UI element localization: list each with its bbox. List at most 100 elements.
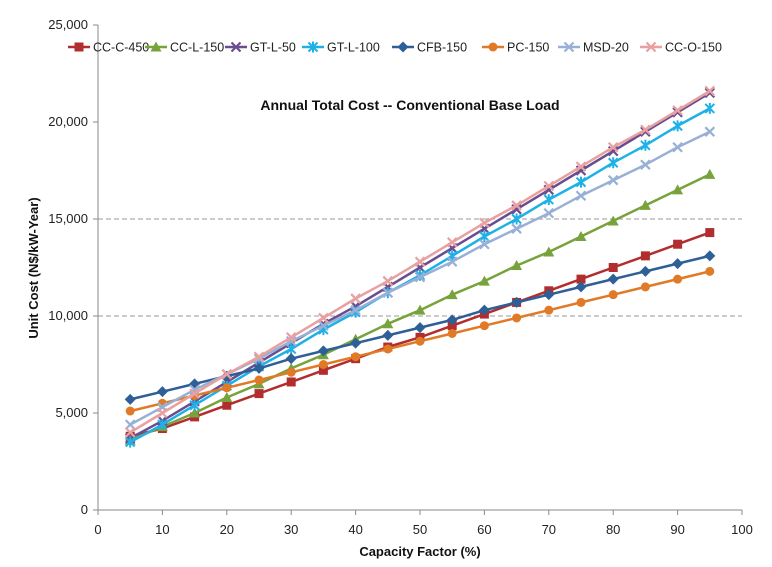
data-point [414,304,426,315]
data-point [511,296,523,308]
x-tick-label: 40 [348,522,362,537]
data-point [189,407,201,418]
data-point [639,199,651,210]
legend-swatch-marker [150,41,162,52]
data-point [286,367,296,377]
x-axis-title: Capacity Factor (%) [359,544,480,559]
data-point [640,159,651,170]
x-tick-label: 30 [284,522,298,537]
data-point [607,273,619,285]
legend-item-cc-l-150: CC-L-150 [145,41,224,55]
series-lines [124,85,716,448]
grid-lines [98,218,742,317]
data-point [447,321,457,331]
data-point [415,336,425,346]
data-point [640,282,650,292]
legend-swatch-marker [563,41,575,53]
data-point [607,174,619,186]
data-point [543,207,555,219]
data-point [576,297,586,307]
y-axis-title: Unit Cost (N$/kW-Year) [26,197,41,338]
data-point [318,312,329,324]
data-point [221,368,233,380]
data-point [350,293,361,304]
data-point [285,332,297,343]
legend-item-gt-l-50: GT-L-50 [225,41,296,55]
legend-item-cc-o-150: CC-O-150 [640,41,722,55]
data-point [383,344,393,354]
data-point [478,275,490,286]
data-point [608,290,618,300]
x-tick-label: 70 [542,522,556,537]
data-point [479,217,490,229]
legend-swatch-marker [74,42,84,52]
data-point [414,256,426,267]
x-tick-label: 60 [477,522,491,537]
data-point [124,419,136,430]
data-point [704,102,716,114]
data-point [157,407,168,419]
data-point [286,377,296,387]
data-point [156,386,168,398]
data-point [253,362,265,374]
data-point [318,365,328,375]
data-point [607,157,619,169]
data-point [704,85,716,97]
data-point [157,419,168,431]
data-point [285,343,297,355]
data-point [640,251,650,261]
data-point [672,141,683,153]
data-point [382,287,394,298]
data-point [673,274,683,284]
legend-label: CFB-150 [417,41,467,55]
data-point [414,271,426,283]
legend-label: PC-150 [507,41,549,55]
data-point [575,230,587,241]
data-point [351,352,361,362]
data-point [575,161,587,172]
data-point [447,328,457,338]
legend-item-msd-20: MSD-20 [558,41,629,55]
data-point [222,400,232,410]
y-tick-label: 25,000 [48,17,88,32]
data-point [705,266,715,276]
y-tick-label: 10,000 [48,308,88,323]
legend-label: MSD-20 [583,41,629,55]
data-point [640,124,651,136]
data-point [125,406,135,416]
legend-swatch-marker [397,41,409,53]
legend-swatch-marker [230,41,242,53]
data-point [511,223,522,234]
series-msd-20 [124,126,716,430]
x-tick-label: 90 [670,522,684,537]
chart-title: Annual Total Cost -- Conventional Base L… [260,97,559,113]
series-line [129,91,711,440]
y-tick-label: 15,000 [48,211,88,226]
legend-item-pc-150: PC-150 [482,41,549,55]
data-point [285,353,297,365]
data-point [446,256,458,267]
data-point [253,351,265,363]
data-point [478,304,490,316]
data-point [672,120,683,132]
y-tick-label: 0 [81,502,88,517]
data-point [576,274,586,284]
x-tick-label: 0 [94,522,101,537]
data-point [318,320,329,331]
data-point [124,393,136,405]
legend-swatch-marker [645,41,657,53]
data-point [575,176,587,188]
data-point [350,337,362,349]
data-point [350,304,361,316]
data-point [446,289,458,300]
data-point [575,281,587,293]
data-point [640,139,651,151]
data-point [543,180,555,192]
data-point [222,383,232,393]
data-point [607,215,619,226]
data-point [511,200,522,211]
data-point [446,314,458,326]
legend-swatch-marker [488,42,498,52]
y-tick-label: 20,000 [48,114,88,129]
